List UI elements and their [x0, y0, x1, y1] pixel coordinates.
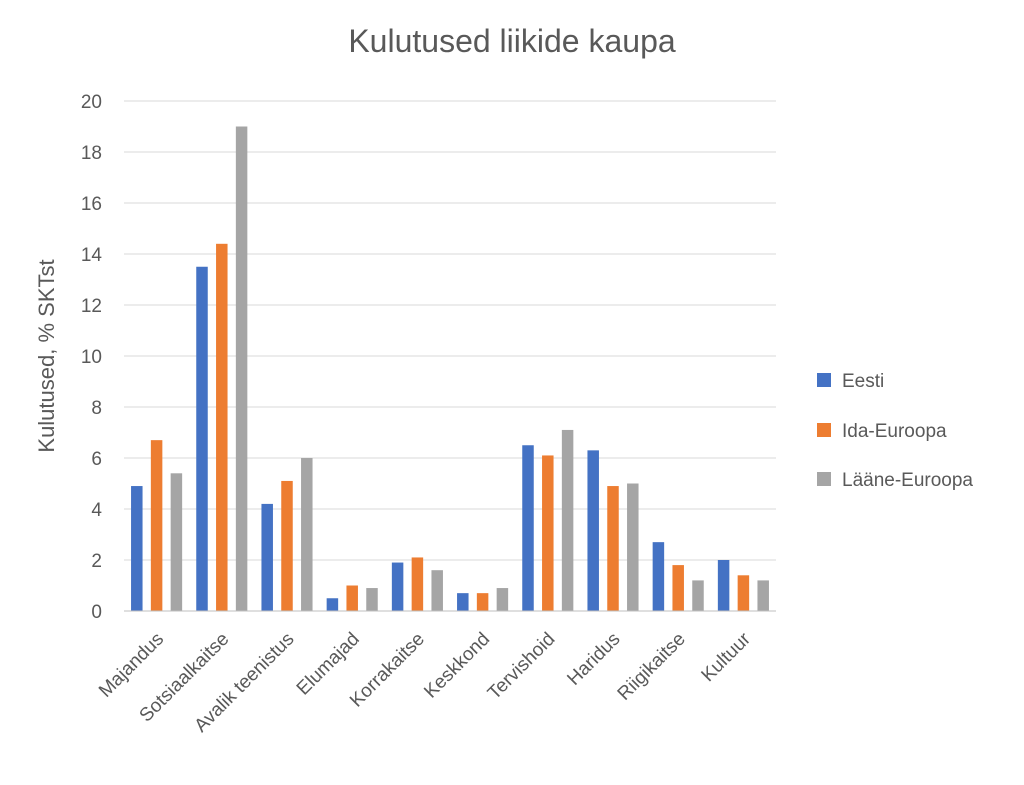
y-tick-label: 10	[81, 347, 102, 368]
y-tick-label: 20	[81, 92, 102, 113]
bar-Ida-Euroopa-Keskkond	[476, 593, 489, 611]
y-tick-label: 2	[91, 551, 102, 572]
bar-Ida-Euroopa-Avalik teenistus	[281, 480, 293, 611]
bar-Eesti-Elumajad	[326, 598, 339, 611]
bar-Eesti-Haridus	[587, 450, 599, 611]
bar-Ida-Euroopa-Tervishoid	[542, 455, 554, 611]
legend-swatch-Lääne-Euroopa	[817, 472, 831, 486]
bar-Eesti-Avalik teenistus	[261, 503, 273, 611]
y-axis-label: Kulutused, % SKTst	[34, 259, 59, 452]
bar-Lääne-Euroopa-Korrakaitse	[431, 570, 443, 611]
legend-label-Ida-Euroopa: Ida-Euroopa	[842, 421, 947, 442]
chart-title: Kulutused liikide kaupa	[348, 23, 676, 59]
y-tick-label: 0	[91, 602, 102, 623]
gridlines	[124, 100, 776, 561]
bar-Eesti-Korrakaitse	[391, 562, 404, 611]
bar-Eesti-Keskkond	[457, 593, 469, 611]
y-tick-label: 14	[81, 245, 103, 266]
bar-Ida-Euroopa-Elumajad	[346, 585, 358, 611]
legend-label-Lääne-Euroopa: Lääne-Euroopa	[842, 470, 973, 491]
bar-Ida-Euroopa-Sotsiaalkaitse	[216, 243, 228, 612]
bar-Eesti-Sotsiaalkaitse	[196, 266, 208, 611]
legend-swatch-Ida-Euroopa	[817, 423, 831, 437]
x-tick-label: Keskkond	[420, 629, 494, 703]
bar-Lääne-Euroopa-Majandus	[170, 473, 183, 611]
y-tick-label: 8	[91, 398, 102, 419]
x-tick-label: Riigikaitse	[614, 629, 690, 705]
bar-Lääne-Euroopa-Avalik teenistus	[301, 458, 313, 611]
bar-Lääne-Euroopa-Sotsiaalkaitse	[235, 126, 248, 611]
legend-label-Eesti: Eesti	[842, 371, 884, 392]
bars	[131, 126, 769, 612]
bar-Ida-Euroopa-Majandus	[150, 440, 163, 611]
bar-Lääne-Euroopa-Elumajad	[366, 588, 378, 611]
y-tick-label: 12	[81, 296, 102, 317]
bar-Lääne-Euroopa-Haridus	[627, 483, 639, 611]
x-tick-label: Tervishoid	[484, 629, 559, 704]
bar-Eesti-Riigikaitse	[652, 542, 665, 611]
bar-Lääne-Euroopa-Tervishoid	[561, 429, 574, 611]
x-tick-label: Haridus	[563, 629, 624, 690]
y-tick-label: 6	[91, 449, 102, 470]
x-tick-label: Kultuur	[698, 628, 756, 686]
bar-Lääne-Euroopa-Kultuur	[757, 580, 769, 611]
y-tick-label: 18	[81, 143, 102, 164]
bar-Eesti-Tervishoid	[522, 445, 534, 611]
y-tick-label: 4	[91, 500, 102, 521]
legend-swatch-Eesti	[817, 373, 831, 387]
bar-Ida-Euroopa-Kultuur	[737, 575, 750, 611]
bar-Eesti-Kultuur	[717, 560, 730, 611]
bar-Lääne-Euroopa-Keskkond	[496, 588, 509, 611]
y-axis-ticks: 0 2 4 6 8 10 12 14 16 18 20	[81, 92, 103, 623]
bar-Lääne-Euroopa-Riigikaitse	[692, 580, 704, 611]
bar-Ida-Euroopa-Riigikaitse	[672, 565, 684, 611]
bar-Ida-Euroopa-Haridus	[607, 486, 619, 611]
bar-Eesti-Majandus	[131, 486, 143, 611]
legend: Eesti Ida-Euroopa Lääne-Euroopa	[817, 371, 973, 491]
bar-Ida-Euroopa-Korrakaitse	[411, 557, 424, 611]
y-tick-label: 16	[81, 194, 102, 215]
